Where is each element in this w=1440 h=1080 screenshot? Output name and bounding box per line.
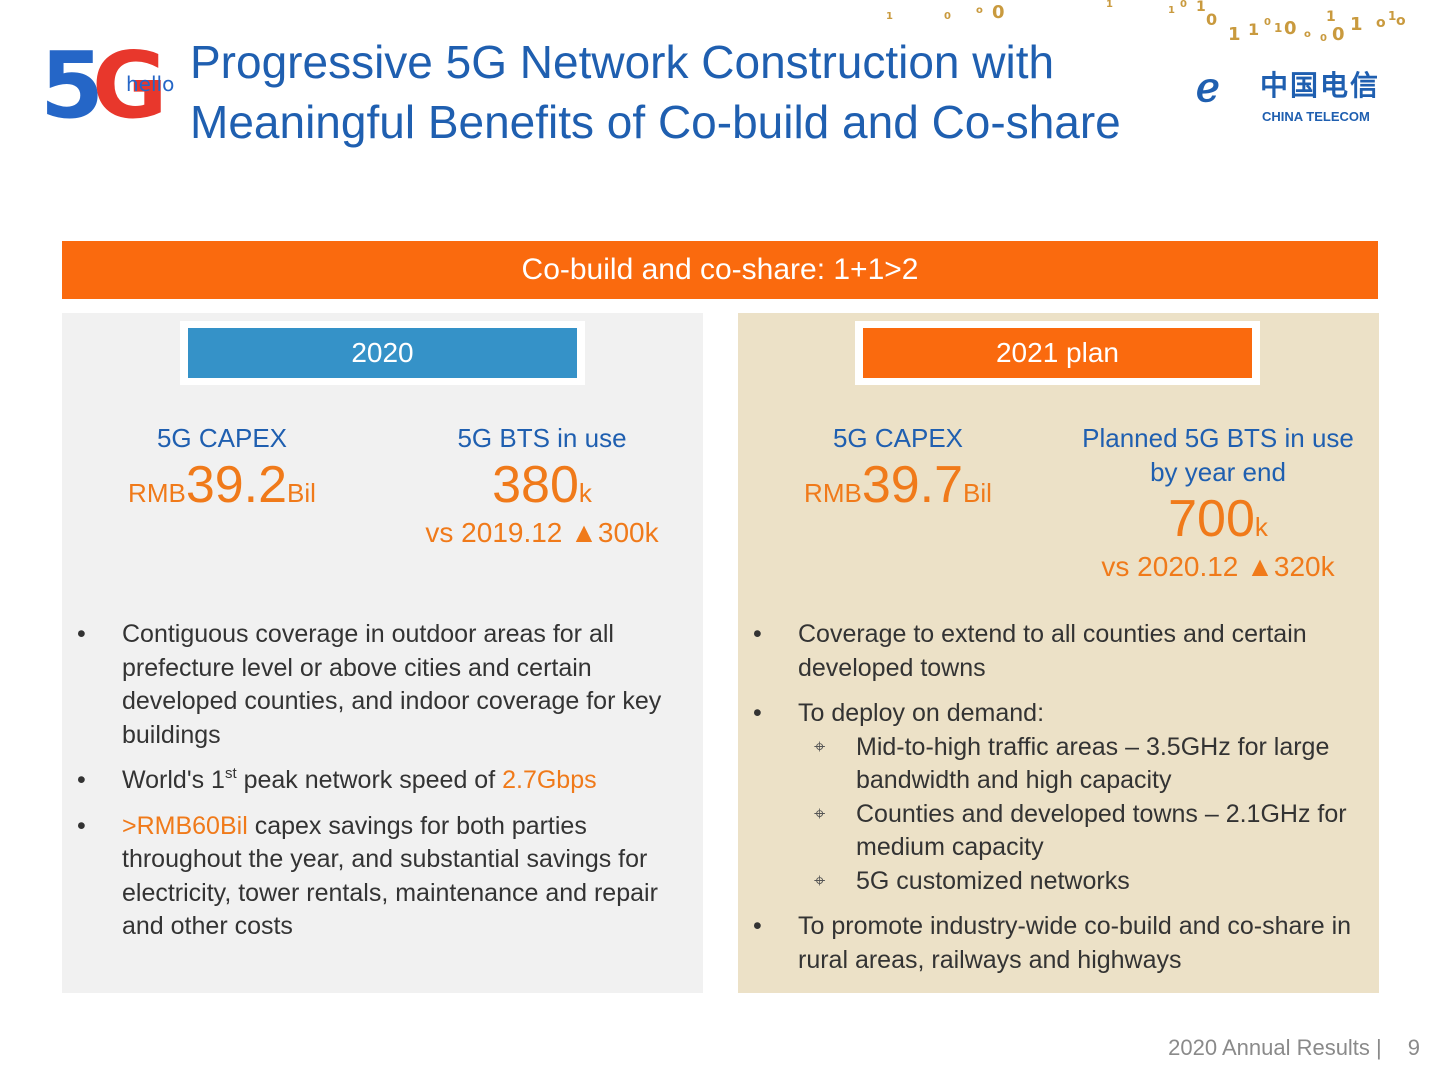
bts-2021-metric: Planned 5G BTS in use by year end 700k v… (1063, 421, 1373, 585)
bullet-list-2020: • Contiguous coverage in outdoor areas fo… (62, 618, 692, 956)
list-item: • Contiguous coverage in outdoor areas fo… (62, 618, 692, 752)
crosshair-bullet-icon: ⌖ (814, 802, 826, 825)
bts-value: 380k (392, 455, 692, 515)
crosshair-bullet-icon: ⌖ (814, 869, 826, 892)
bullet-text: Coverage to extend to all counties and c… (798, 620, 1307, 682)
sub-list-item: ⌖ Counties and developed towns – 2.1GHz f… (798, 798, 1368, 865)
page-number: 9 (1407, 1035, 1420, 1060)
bts-2020-metric: 5G BTS in use 380k vs 2019.12 ▲300k (392, 421, 692, 551)
capex-prefix: RMB (804, 478, 862, 508)
china-telecom-logo: ℯ 中国电信 CHINA TELECOM (1196, 68, 1396, 128)
binary-digits-decoration: 1 0 o 0 1 1 0 1 0 1 1 0 1 0 o 1 0 0 1 o … (886, 0, 1406, 45)
bullet-text: To deploy on demand: (798, 699, 1045, 727)
bullet-dot-icon: • (77, 620, 86, 648)
capex-number: 39.7 (861, 456, 964, 514)
panel-header-frame: 2020 (180, 321, 585, 385)
bts-unit: k (1254, 512, 1268, 542)
bts-comparison: vs 2020.12 ▲320k (1063, 549, 1373, 585)
capex-label: 5G CAPEX (832, 423, 964, 453)
bullet-dot-icon: • (77, 811, 86, 840)
bullet-superscript: st (224, 765, 237, 782)
panel-header-frame: 2021 plan (855, 321, 1260, 385)
bts-number: 380 (492, 456, 579, 514)
bullet-dot-icon: • (753, 620, 762, 648)
list-item: • Coverage to extend to all counties and … (738, 618, 1368, 685)
list-item: • To promote industry-wide co-build and c… (738, 910, 1368, 977)
sub-list-item: ⌖ 5G customized networks (798, 865, 1368, 899)
bts-compare-label: vs 2019.12 (425, 517, 563, 548)
logo-hello: hello (126, 72, 175, 96)
arrow-up-icon: ▲ (1246, 551, 1274, 582)
capex-value: RMB39.7Bil (778, 455, 1018, 515)
bts-value: 700k (1063, 489, 1373, 549)
bullet-text: capex savings for both parties throughou… (122, 811, 658, 941)
sub-bullet-text: Mid-to-high traffic areas – 3.5GHz for l… (856, 732, 1330, 795)
bullet-highlight: >RMB60Bil (122, 811, 248, 840)
panel-2021-plan: 2021 plan 5G CAPEX RMB39.7Bil Planned 5G… (738, 313, 1379, 993)
bts-number: 700 (1168, 490, 1255, 548)
bullet-dot-icon: • (753, 699, 762, 727)
logo-five: 5 (40, 32, 104, 139)
bullet-text-mid: peak network speed of (236, 766, 503, 794)
capex-value: RMB39.2Bil (102, 455, 342, 515)
arrow-up-icon: ▲ (570, 517, 598, 548)
sub-list-item: ⌖ Mid-to-high traffic areas – 3.5GHz for … (798, 731, 1368, 798)
bullet-highlight: 2.7Gbps (502, 766, 597, 794)
bullet-text: Contiguous coverage in outdoor areas for… (122, 620, 662, 749)
bts-label-line1: Planned 5G BTS in use (1082, 423, 1354, 453)
bullet-dot-icon: • (77, 766, 86, 794)
bullet-text-pre: World's 1 (122, 766, 225, 794)
logo-g: G (92, 32, 168, 139)
list-item: • World's 1st peak network speed of 2.7Gb… (62, 764, 692, 798)
page-title: Progressive 5G Network Construction with… (190, 32, 1200, 152)
bts-label: 5G BTS in use (457, 423, 627, 453)
brand-english-name: CHINA TELECOM (1262, 109, 1370, 124)
capex-unit: Bil (963, 478, 992, 508)
capex-number: 39.2 (185, 456, 288, 514)
sub-bullet-text: Counties and developed towns – 2.1GHz fo… (856, 799, 1347, 862)
capex-unit: Bil (287, 478, 316, 508)
sub-list: ⌖ Mid-to-high traffic areas – 3.5GHz for … (798, 731, 1368, 899)
bullet-dot-icon: • (753, 912, 762, 940)
bts-unit: k (578, 478, 592, 508)
panel-2020: 2020 5G CAPEX RMB39.2Bil 5G BTS in use 3… (62, 313, 703, 993)
footer: 2020 Annual Results | 9 (1168, 1034, 1420, 1062)
bts-comparison: vs 2019.12 ▲300k (392, 515, 692, 551)
list-item: • >RMB60Bil capex savings for both partie… (62, 810, 692, 944)
section-banner: Co-build and co-share: 1+1>2 (62, 241, 1378, 299)
bts-label-line2: by year end (1150, 457, 1286, 487)
sub-bullet-text: 5G customized networks (856, 866, 1130, 895)
panel-header-2020: 2020 (188, 328, 577, 378)
bullet-list-2021: • Coverage to extend to all counties and … (738, 618, 1368, 989)
bts-delta: 300k (597, 517, 659, 548)
bts-compare-label: vs 2020.12 (1101, 551, 1239, 582)
capex-prefix: RMB (128, 478, 186, 508)
footer-label: 2020 Annual Results | (1168, 1035, 1382, 1060)
page-title-line1: Progressive 5G Network Construction with (190, 36, 1055, 88)
bts-delta: 320k (1273, 551, 1335, 582)
telecom-swirl-icon: ℯ (1196, 64, 1220, 111)
capex-2021-metric: 5G CAPEX RMB39.7Bil (778, 421, 1018, 515)
panel-header-2021: 2021 plan (863, 328, 1252, 378)
brand-chinese-name: 中国电信 (1260, 69, 1381, 102)
list-item: • To deploy on demand: ⌖ Mid-to-high traff… (738, 697, 1368, 898)
crosshair-bullet-icon: ⌖ (814, 735, 826, 758)
capex-label: 5G CAPEX (156, 423, 288, 453)
capex-2020-metric: 5G CAPEX RMB39.2Bil (102, 421, 342, 515)
5g-hello-logo: 5 G hello (40, 40, 175, 150)
bullet-text: To promote industry-wide co-build and co… (798, 912, 1352, 974)
page-title-line2: Meaningful Benefits of Co-build and Co-s… (190, 96, 1121, 148)
